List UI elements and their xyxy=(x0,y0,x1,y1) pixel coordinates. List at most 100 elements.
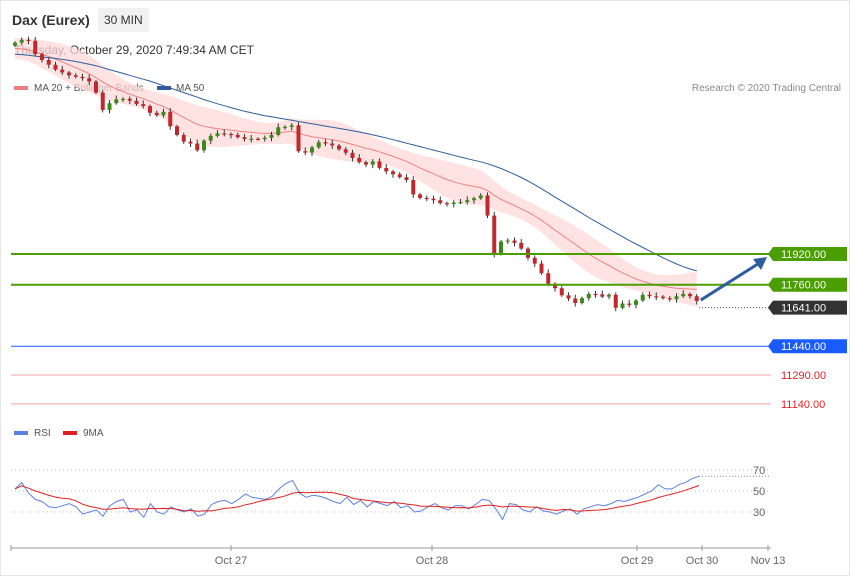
candle-body xyxy=(519,242,524,249)
candle-body xyxy=(411,180,416,195)
candle-body xyxy=(445,203,449,205)
rsi-gridlines: 70 50 30 xyxy=(11,465,771,519)
candle xyxy=(121,97,125,102)
candle xyxy=(323,139,328,147)
candle-body xyxy=(323,142,328,144)
candle-body xyxy=(242,137,247,140)
candle-body xyxy=(384,167,389,172)
candle-body xyxy=(391,171,395,175)
candle-body xyxy=(53,64,58,70)
candle xyxy=(168,108,173,130)
candle-body xyxy=(566,295,571,299)
candle-body xyxy=(60,69,65,73)
candle xyxy=(654,292,659,301)
candle-body xyxy=(364,162,368,165)
candle-body xyxy=(107,103,112,110)
legend-label-ma50: MA 50 xyxy=(176,83,205,94)
candle-body xyxy=(73,75,78,77)
candle xyxy=(377,158,382,170)
candle xyxy=(694,293,699,305)
candle xyxy=(80,73,85,81)
candle xyxy=(566,292,571,302)
candle xyxy=(688,292,692,299)
bollinger-band-layer xyxy=(15,37,697,308)
candle-body xyxy=(121,98,125,100)
candle xyxy=(451,200,456,208)
candle xyxy=(438,196,443,205)
candle xyxy=(499,239,503,256)
candle-body xyxy=(208,135,213,141)
candle-body xyxy=(215,133,220,136)
candle-body xyxy=(647,294,652,297)
price-levels-layer: 11920.00 11760.00 11641.00 11440.00 11290.00… xyxy=(11,247,847,411)
candle xyxy=(573,294,578,307)
rsi-tick-label-2: 30 xyxy=(753,507,765,519)
x-tick-label-1: Oct 28 xyxy=(416,555,448,567)
candle xyxy=(154,110,159,117)
candle xyxy=(391,169,395,178)
copyright-label: Research © 2020 Trading Central xyxy=(692,83,841,94)
candle-body xyxy=(580,298,584,303)
candle-body xyxy=(26,39,31,42)
candle xyxy=(13,41,17,48)
candle-body xyxy=(654,296,659,298)
candle xyxy=(607,293,611,300)
candle-body xyxy=(451,202,456,205)
candle-body xyxy=(472,198,476,201)
candle xyxy=(215,130,220,138)
level-label-4: 11290.00 xyxy=(781,370,826,382)
candle-body xyxy=(465,200,470,203)
candle xyxy=(370,159,375,169)
candle xyxy=(337,143,341,151)
candle xyxy=(465,196,470,205)
level-label-box xyxy=(768,339,847,354)
candle-body xyxy=(438,200,443,204)
candle xyxy=(296,122,301,153)
candle-body xyxy=(404,177,409,181)
candle xyxy=(229,132,233,139)
candle-body xyxy=(492,215,497,254)
x-tick-label-4: Nov 13 xyxy=(751,555,786,567)
candle xyxy=(478,193,483,200)
rsi-tick-label-0: 70 xyxy=(753,465,765,477)
candle xyxy=(424,195,429,202)
candle xyxy=(553,282,557,292)
candle xyxy=(208,133,213,145)
forecast-arrow-layer xyxy=(699,257,767,302)
candle-body xyxy=(431,198,436,201)
candle xyxy=(269,131,274,142)
candle-body xyxy=(330,143,335,146)
candle xyxy=(141,100,146,109)
candle xyxy=(316,139,321,149)
candle xyxy=(303,147,308,156)
candle xyxy=(242,134,247,142)
candle-body xyxy=(276,127,281,135)
candle-body xyxy=(553,283,557,289)
ma50-line xyxy=(14,53,697,272)
candle-body xyxy=(114,99,119,104)
candle xyxy=(546,269,551,287)
candle xyxy=(256,137,260,141)
candle-body xyxy=(661,296,665,299)
bollinger-band xyxy=(15,37,697,308)
candle-body xyxy=(620,303,625,308)
candle-body xyxy=(100,92,105,110)
candle-body xyxy=(573,298,578,303)
candle-body xyxy=(195,143,200,151)
candle-body xyxy=(202,140,206,151)
candle xyxy=(397,171,402,179)
candle-body xyxy=(249,138,254,140)
level-label-box xyxy=(768,277,847,292)
candle xyxy=(46,57,51,69)
candle-body xyxy=(674,296,679,300)
candle xyxy=(249,134,254,143)
x-tick-label-3: Oct 30 xyxy=(686,555,718,567)
legend-swatch-ma50 xyxy=(157,86,171,90)
candle-body xyxy=(19,39,24,43)
candle-body xyxy=(688,293,692,297)
candle xyxy=(19,37,24,46)
moving-average-layer xyxy=(14,48,697,290)
timeframe-badge[interactable]: 30 MIN xyxy=(98,8,149,32)
candle-body xyxy=(235,134,240,138)
candle-body xyxy=(316,142,321,148)
